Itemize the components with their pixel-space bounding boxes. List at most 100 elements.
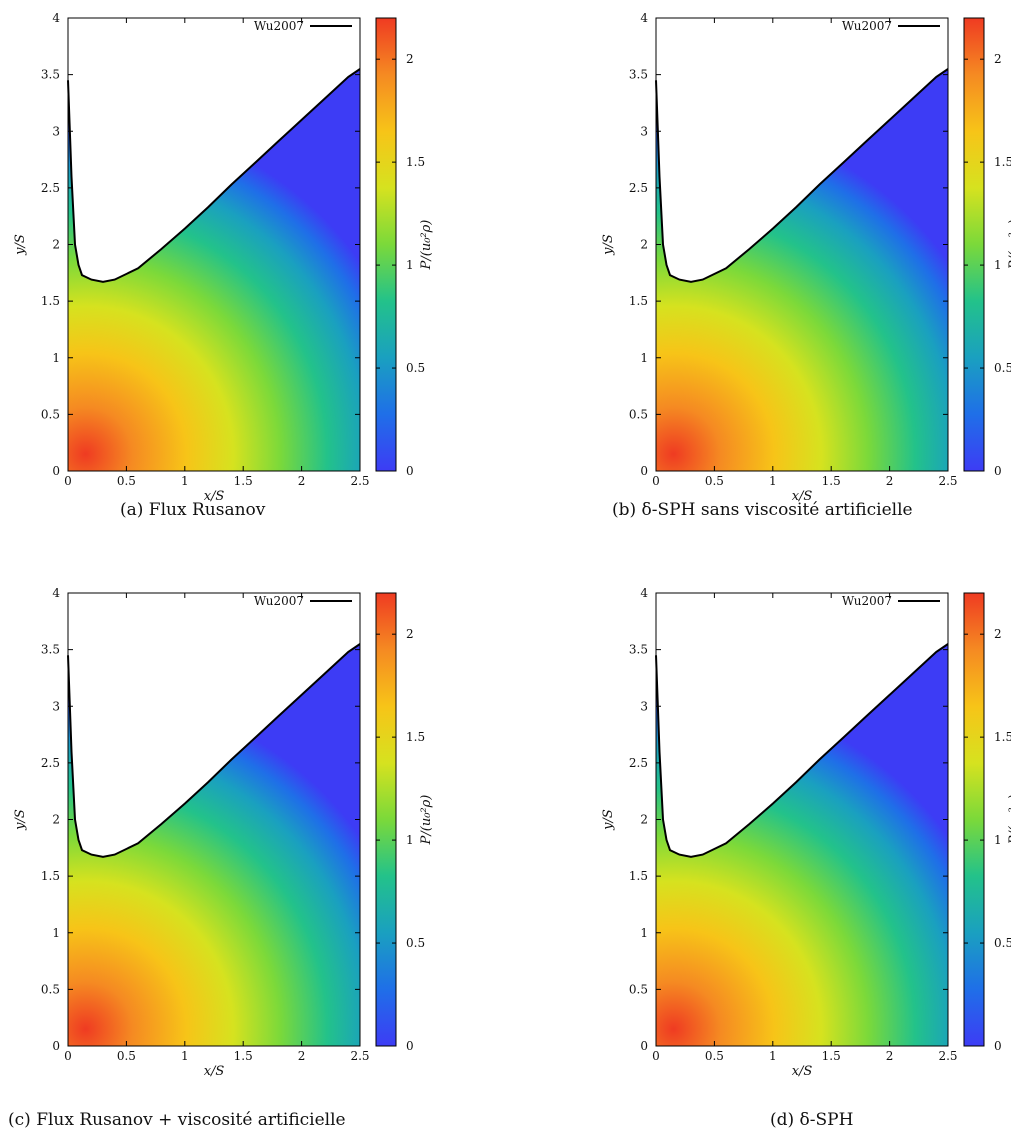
colorbar — [375, 592, 397, 1047]
y-tick-label: 0.5 — [629, 982, 648, 996]
x-tick-label: 2 — [298, 1049, 306, 1063]
x-tick-label: 0.5 — [117, 474, 136, 488]
y-tick-label: 0 — [52, 1039, 60, 1053]
y-tick-label: 3.5 — [629, 68, 648, 82]
chart-panel-b: 0 0.5 1 1.5 2 2.5 0 0.5 1 1.5 2 2.5 3 3.5 4 x/S y/S Wu200… — [588, 0, 1011, 504]
x-tick-label: 2.5 — [350, 1049, 369, 1063]
colorbar-tick-label: 0 — [994, 464, 1002, 478]
pressure-field — [656, 69, 948, 471]
colorbar-tick-label: 0 — [406, 1039, 414, 1053]
x-tick-label: 0 — [652, 1049, 660, 1063]
x-tick-label: 1.5 — [234, 474, 253, 488]
y-tick-label: 1.5 — [629, 869, 648, 883]
y-tick-label: 1 — [640, 926, 648, 940]
series-line-wu2007 — [67, 68, 361, 283]
y-tick-label: 3.5 — [629, 643, 648, 657]
colorbar-tick-label: 2 — [994, 627, 1002, 641]
x-tick-label: 0 — [64, 474, 72, 488]
x-axis-label: x/S — [204, 1064, 225, 1079]
colorbar — [963, 592, 985, 1047]
colorbar-tick-label: 1.5 — [994, 155, 1011, 169]
legend-label-wu2007: Wu2007 — [842, 594, 892, 608]
y-tick-label: 2 — [52, 813, 60, 827]
x-axis-label: x/S — [792, 489, 813, 504]
x-tick-label: 0 — [652, 474, 660, 488]
series-line-wu2007 — [67, 643, 361, 858]
chart-svg-b: 0 0.5 1 1.5 2 2.5 0 0.5 1 1.5 2 2.5 3 3.5 4 x/S y/S Wu200… — [601, 11, 1011, 504]
colorbar-tick-label: 2 — [406, 52, 414, 66]
colorbar-tick-label: 1.5 — [406, 155, 425, 169]
chart-panel-a: 0 0.5 1 1.5 2 2.5 0 0.5 1 1.5 2 2.5 3 3.5 4 x/S y/S Wu200… — [0, 0, 434, 504]
chart-svg-d: 0 0.5 1 1.5 2 2.5 0 0.5 1 1.5 2 2.5 3 3.5 4 x/S y/S Wu200… — [601, 586, 1011, 1079]
y-tick-label: 0 — [640, 464, 648, 478]
y-axis-label: y/S — [13, 809, 28, 831]
colorbar-tick-label: 1.5 — [406, 730, 425, 744]
y-tick-label: 0.5 — [629, 407, 648, 421]
caption-a: (a) Flux Rusanov — [120, 500, 266, 520]
x-tick-label: 1 — [769, 1049, 777, 1063]
y-tick-label: 1.5 — [41, 294, 60, 308]
legend-label-wu2007: Wu2007 — [254, 594, 304, 608]
x-tick-label: 2 — [886, 1049, 894, 1063]
legend-label-wu2007: Wu2007 — [254, 19, 304, 33]
colorbar — [963, 17, 985, 472]
x-tick-label: 0.5 — [705, 474, 724, 488]
colorbar-label: P/(u₀²ρ) — [419, 220, 434, 271]
colorbar-tick-label: 0.5 — [406, 936, 425, 950]
y-tick-label: 4 — [640, 11, 648, 25]
y-tick-label: 1.5 — [629, 294, 648, 308]
x-tick-label: 1 — [181, 1049, 189, 1063]
pressure-field — [656, 644, 948, 1046]
colorbar-tick-label: 1.5 — [994, 730, 1011, 744]
x-tick-label: 2.5 — [938, 474, 957, 488]
colorbar-tick-label: 1 — [994, 833, 1002, 847]
colorbar-label: P/(u₀²ρ) — [1007, 795, 1011, 846]
colorbar — [375, 17, 397, 472]
colorbar-tick-label: 1 — [994, 258, 1002, 272]
y-tick-label: 1 — [640, 351, 648, 365]
y-axis-label: y/S — [601, 234, 616, 256]
y-tick-label: 2.5 — [41, 181, 60, 195]
caption-b: (b) δ-SPH sans viscosité artificielle — [612, 500, 913, 520]
y-tick-label: 3.5 — [41, 68, 60, 82]
y-tick-label: 2 — [640, 238, 648, 252]
y-tick-label: 3 — [52, 699, 60, 713]
x-tick-label: 1.5 — [822, 474, 841, 488]
y-tick-label: 0 — [52, 464, 60, 478]
colorbar-tick-label: 0.5 — [994, 936, 1011, 950]
colorbar-label: P/(u₀²ρ) — [1007, 220, 1011, 271]
y-tick-label: 4 — [640, 586, 648, 600]
x-tick-label: 2 — [886, 474, 894, 488]
x-tick-label: 2.5 — [350, 474, 369, 488]
caption-d: (d) δ-SPH — [770, 1110, 854, 1130]
colorbar-tick-label: 0 — [406, 464, 414, 478]
colorbar-tick-label: 1 — [406, 258, 414, 272]
y-tick-label: 1.5 — [41, 869, 60, 883]
x-tick-label: 1.5 — [822, 1049, 841, 1063]
y-tick-label: 4 — [52, 586, 60, 600]
colorbar-tick-label: 0 — [994, 1039, 1002, 1053]
colorbar-tick-label: 1 — [406, 833, 414, 847]
y-tick-label: 0.5 — [41, 407, 60, 421]
x-tick-label: 0.5 — [117, 1049, 136, 1063]
y-axis-label: y/S — [601, 809, 616, 831]
caption-c: (c) Flux Rusanov + viscosité artificiell… — [8, 1110, 346, 1130]
y-tick-label: 3 — [640, 699, 648, 713]
y-tick-label: 3 — [640, 124, 648, 138]
colorbar-label: P/(u₀²ρ) — [419, 795, 434, 846]
chart-panel-d: 0 0.5 1 1.5 2 2.5 0 0.5 1 1.5 2 2.5 3 3.5 4 x/S y/S Wu200… — [588, 575, 1011, 1079]
pressure-field — [68, 644, 360, 1046]
y-tick-label: 0.5 — [41, 982, 60, 996]
y-tick-label: 1 — [52, 351, 60, 365]
colorbar-tick-label: 2 — [994, 52, 1002, 66]
series-line-wu2007 — [655, 643, 949, 858]
y-tick-label: 2.5 — [629, 181, 648, 195]
x-tick-label: 0 — [64, 1049, 72, 1063]
x-axis-label: x/S — [792, 1064, 813, 1079]
pressure-field — [68, 69, 360, 471]
x-tick-label: 1 — [769, 474, 777, 488]
x-tick-label: 0.5 — [705, 1049, 724, 1063]
y-tick-label: 0 — [640, 1039, 648, 1053]
colorbar-tick-label: 2 — [406, 627, 414, 641]
x-tick-label: 2 — [298, 474, 306, 488]
